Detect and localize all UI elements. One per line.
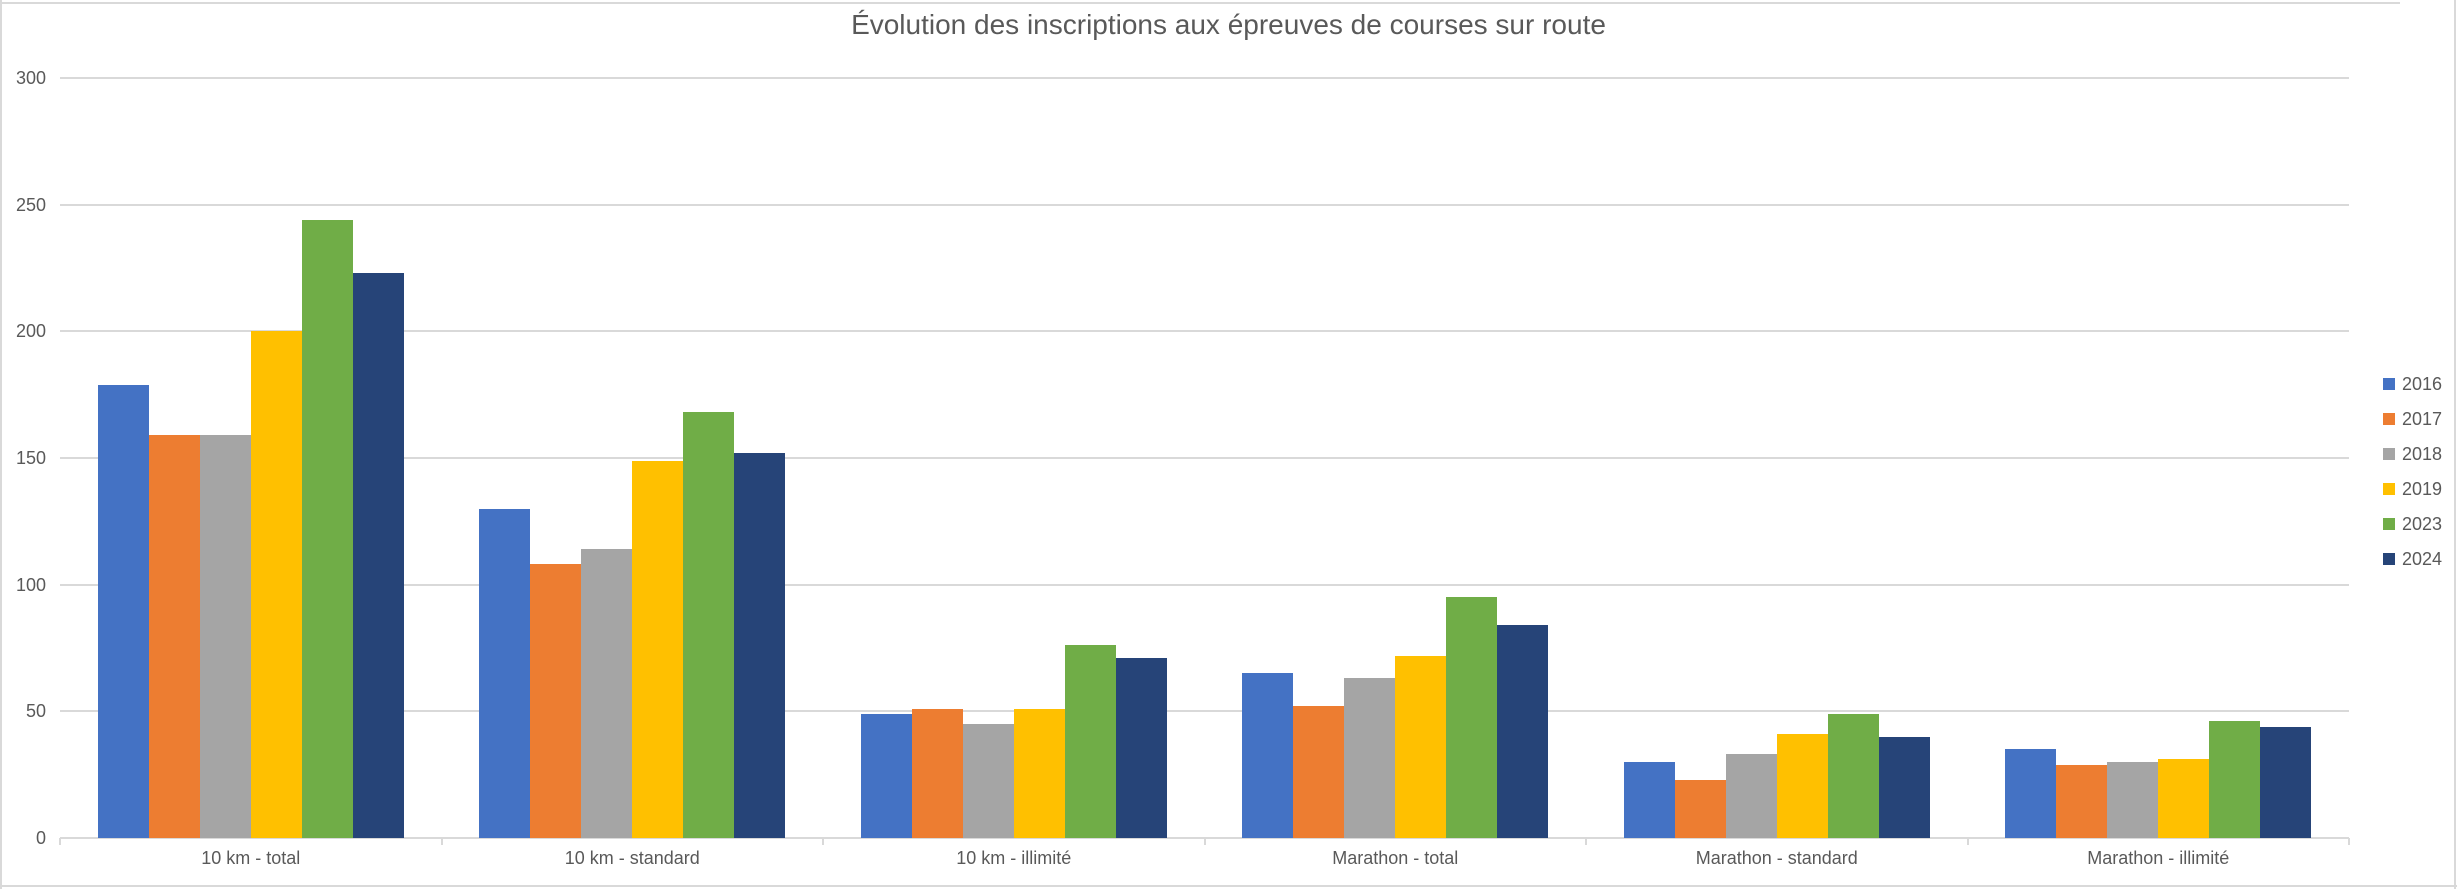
bar-2019-category-3 [1013, 708, 1065, 838]
bar-2019-category-1 [250, 331, 302, 838]
x-axis-labels: 10 km - total 10 km - standard 10 km - ill… [60, 848, 2349, 869]
bar-2023-category-6 [2209, 721, 2261, 838]
bar-2019-category-2 [632, 460, 684, 838]
plot-area [59, 77, 2350, 845]
legend-label-2017: 2017 [2402, 408, 2443, 429]
legend-item-2017: 2017 [2383, 401, 2442, 436]
gridline-250 [60, 203, 2349, 206]
y-tick-label-100: 100 [15, 574, 46, 595]
legend-item-2024: 2024 [2383, 541, 2442, 576]
bar-2018-category-1 [199, 435, 251, 838]
bar-2023-category-2 [683, 412, 735, 838]
axis-tick [59, 838, 61, 845]
chart-border-bottom [0, 885, 2457, 887]
bar-2019-category-6 [2158, 759, 2210, 838]
bar-2017-category-6 [2056, 764, 2108, 838]
bar-2024-category-3 [1115, 658, 1167, 838]
chart-border-right [2454, 0, 2456, 889]
gridline-300 [60, 77, 2349, 79]
bar-2018-category-2 [581, 549, 633, 838]
bar-2018-category-3 [962, 724, 1014, 838]
bar-2016-category-5 [1623, 762, 1675, 838]
legend-item-2023: 2023 [2383, 506, 2442, 541]
category-label: 10 km - standard [564, 848, 700, 868]
legend-item-2019: 2019 [2383, 471, 2442, 506]
bar-2024-category-5 [1878, 736, 1930, 838]
chart-border-top [0, 2, 2400, 4]
legend-swatch-2023 [2383, 517, 2395, 530]
bar-2017-category-2 [530, 564, 582, 838]
gridline-200 [60, 330, 2349, 333]
bar-2017-category-1 [148, 435, 200, 838]
bar-2023-category-3 [1064, 645, 1116, 838]
axis-tick [1203, 838, 1206, 845]
bar-2024-category-6 [2260, 726, 2312, 838]
legend-item-2018: 2018 [2383, 436, 2442, 471]
bar-2016-category-1 [97, 384, 149, 838]
legend-label-2023: 2023 [2402, 513, 2443, 534]
gridline-150 [60, 457, 2349, 459]
bar-2023-category-4 [1446, 597, 1498, 838]
bar-2017-category-5 [1674, 779, 1726, 838]
bar-2024-category-4 [1497, 625, 1549, 838]
category-group-4 [1205, 78, 1587, 838]
y-tick-label-200: 200 [15, 321, 46, 342]
bar-2024-category-1 [352, 273, 404, 838]
gridline-50 [60, 710, 2349, 713]
category-label: 10 km - illimité [956, 848, 1072, 868]
category-group-5 [1586, 78, 1968, 838]
legend: 2016 2017 2018 2019 2023 2024 [2383, 366, 2442, 576]
axis-tick [440, 838, 443, 845]
category-group-2 [442, 78, 824, 838]
bar-2018-category-6 [2107, 762, 2159, 838]
legend-swatch-2016 [2383, 377, 2395, 390]
y-tick-label-250: 250 [15, 194, 46, 215]
bar-2018-category-5 [1725, 754, 1777, 838]
legend-label-2016: 2016 [2402, 373, 2443, 394]
category-label: Marathon - standard [1695, 848, 1858, 868]
axis-tick [1966, 838, 1969, 845]
bar-2019-category-4 [1395, 655, 1447, 838]
bar-2017-category-3 [911, 708, 963, 838]
y-tick-label-0: 0 [35, 828, 46, 848]
bar-2019-category-5 [1776, 734, 1828, 838]
axis-tick [822, 838, 824, 845]
bar-2023-category-1 [301, 219, 353, 838]
category-label: Marathon - total [1332, 848, 1459, 868]
category-label: Marathon - illimité [2087, 848, 2230, 868]
bar-2018-category-4 [1344, 678, 1396, 838]
legend-swatch-2017 [2383, 412, 2395, 425]
category-group-3 [823, 78, 1205, 838]
bar-2024-category-2 [734, 452, 786, 838]
legend-swatch-2019 [2383, 482, 2395, 495]
bar-2016-category-6 [2005, 749, 2057, 838]
axis-tick [1585, 838, 1587, 845]
bar-2023-category-5 [1827, 713, 1879, 838]
bar-2016-category-2 [479, 508, 531, 838]
legend-label-2019: 2019 [2402, 478, 2443, 499]
gridline-100 [60, 583, 2349, 586]
legend-swatch-2018 [2383, 447, 2395, 460]
legend-label-2018: 2018 [2402, 443, 2443, 464]
bar-2016-category-4 [1242, 673, 1294, 838]
category-group-1 [60, 78, 442, 838]
category-label: 10 km - total [201, 848, 301, 868]
axis-tick [2348, 838, 2350, 845]
chart-border-left [0, 0, 2, 889]
y-tick-label-300: 300 [15, 68, 46, 88]
bar-2016-category-3 [860, 713, 912, 838]
y-tick-label-150: 150 [15, 448, 46, 468]
bar-2017-category-4 [1293, 706, 1345, 838]
legend-swatch-2024 [2383, 552, 2395, 565]
chart-title: Évolution des inscriptions aux épreuves … [851, 9, 1606, 40]
y-tick-label-50: 50 [25, 701, 46, 722]
legend-item-2016: 2016 [2383, 366, 2442, 401]
legend-label-2024: 2024 [2402, 548, 2443, 569]
category-group-6 [1968, 78, 2350, 838]
